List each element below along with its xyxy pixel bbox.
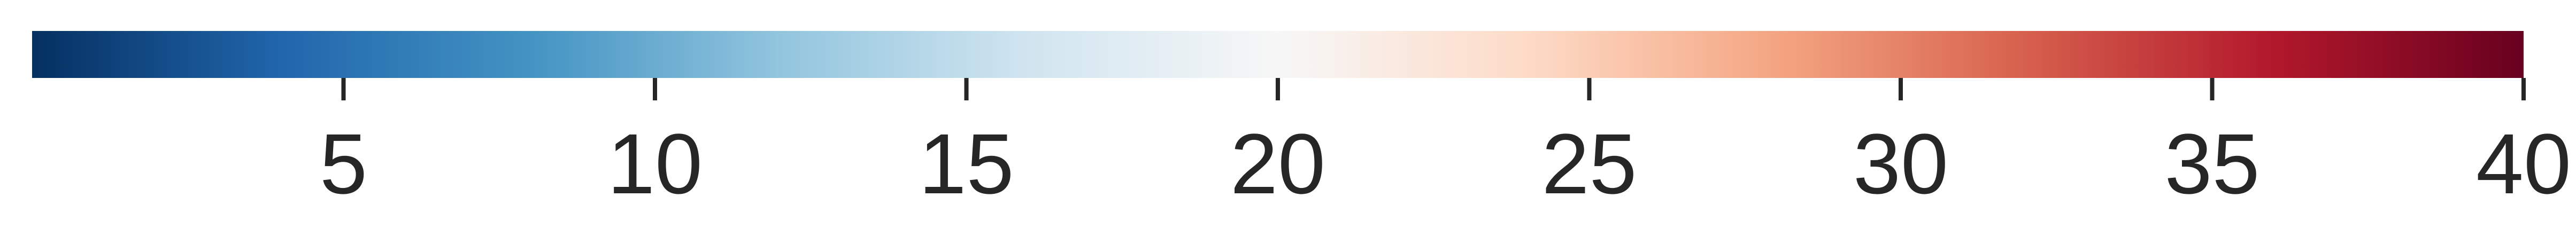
colorbar-ticks: 5 10 15 20 25 30 35 40 <box>320 78 2571 211</box>
tick-label-35: 35 <box>2165 116 2260 211</box>
tick-label-5: 5 <box>320 116 367 211</box>
tick-label-30: 30 <box>1853 116 1948 211</box>
tick-label-25: 25 <box>1542 116 1637 211</box>
tick-label-20: 20 <box>1230 116 1325 211</box>
colorbar-gradient <box>32 31 2524 78</box>
tick-label-10: 10 <box>607 116 703 211</box>
tick-label-40: 40 <box>2476 116 2571 211</box>
tick-label-15: 15 <box>919 116 1014 211</box>
